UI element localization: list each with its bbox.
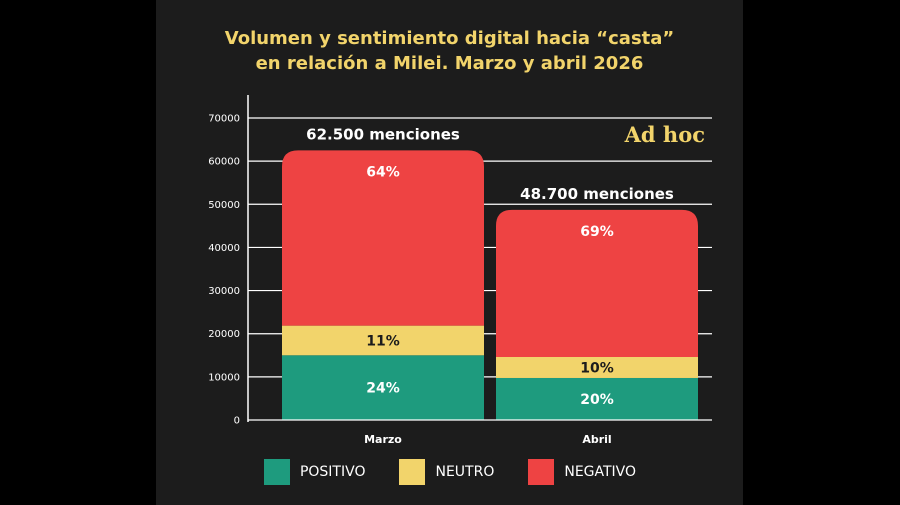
bar-segment-negativo [496, 209, 698, 357]
total-label: 62.500 menciones [306, 125, 460, 143]
x-category-label: Abril [582, 433, 611, 446]
bar-segment-positivo [282, 355, 484, 420]
y-tick-label: 60000 [208, 157, 240, 168]
y-tick-label: 70000 [208, 114, 240, 125]
chart-title-line2: en relación a Milei. Marzo y abril 2026 [255, 53, 644, 74]
bar-segment-negativo [282, 150, 484, 326]
brand-logo: Ad hoc [624, 122, 705, 147]
total-label: 48.700 menciones [520, 185, 674, 203]
y-tick-label: 30000 [208, 286, 240, 297]
y-tick-label: 10000 [208, 372, 240, 383]
bar-segment-neutro [282, 325, 484, 356]
legend-item-positivo: POSITIVO [263, 459, 366, 485]
segment-data-label: 10% [580, 360, 614, 376]
legend-item-negativo: NEGATIVO [528, 459, 636, 485]
legend: POSITIVO NEUTRO NEGATIVO [0, 459, 900, 485]
segment-data-label: 11% [366, 333, 400, 349]
legend-label: NEGATIVO [564, 464, 637, 480]
y-tick-label: 40000 [208, 243, 240, 254]
legend-swatch-neutro [399, 459, 426, 485]
x-category-label: Marzo [364, 433, 402, 446]
segment-data-label: 20% [580, 392, 614, 408]
legend-label: POSITIVO [299, 464, 366, 480]
segment-data-label: 64% [366, 164, 400, 180]
chart-title: Volumen y sentimiento digital hacia “cas… [156, 26, 743, 76]
bar-segment-neutro [496, 356, 698, 378]
legend-swatch-negativo [528, 459, 555, 485]
y-tick-label: 0 [234, 416, 240, 427]
y-tick-label: 20000 [208, 329, 240, 340]
bar-segment-positivo [496, 377, 698, 420]
legend-swatch-positivo [263, 459, 290, 485]
y-tick-label: 50000 [208, 200, 240, 211]
chart-title-line1: Volumen y sentimiento digital hacia “cas… [224, 28, 675, 49]
segment-data-label: 69% [580, 224, 614, 240]
segment-data-label: 24% [366, 381, 400, 397]
legend-label: NEUTRO [435, 464, 495, 480]
legend-item-neutro: NEUTRO [399, 459, 494, 485]
